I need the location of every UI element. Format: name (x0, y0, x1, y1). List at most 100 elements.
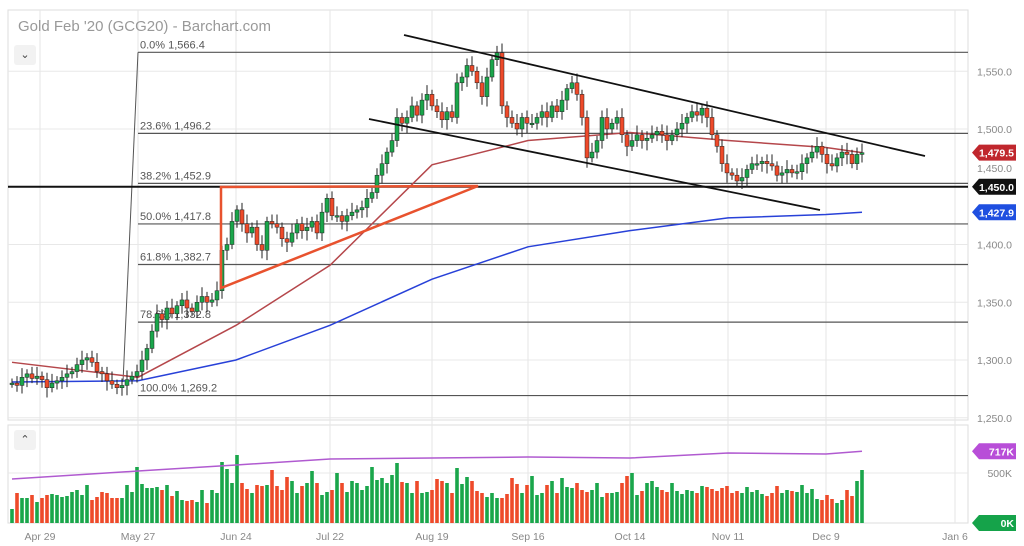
moving-average-red-line (11, 131, 863, 379)
volume-bar (630, 473, 634, 523)
candle-body (149, 330, 155, 349)
chevron-up-icon: ⌃ (20, 434, 30, 446)
candle-body (684, 117, 690, 124)
volume-bar (535, 495, 539, 523)
candle-body (49, 382, 55, 388)
candle-body (64, 373, 70, 378)
volume-bar (310, 471, 314, 523)
chevron-down-icon: ⌄ (20, 49, 30, 61)
volume-bar (620, 483, 624, 523)
candle-body (829, 163, 835, 167)
candle-body (659, 131, 665, 136)
candle-body (174, 305, 180, 315)
volume-bar (435, 479, 439, 523)
volume-bar (480, 493, 484, 523)
candle-body (29, 373, 35, 379)
candle-body (784, 169, 790, 174)
price-tick-label: 1,500.0 (977, 124, 1012, 136)
volume-bar (350, 481, 354, 523)
candle-body (199, 296, 205, 303)
candle-body (664, 134, 670, 141)
volume-bar (80, 495, 84, 523)
volume-bar (180, 500, 184, 523)
candle-body (634, 134, 640, 141)
candle-body (539, 111, 545, 118)
candle-body (39, 375, 45, 380)
volume-bar (20, 498, 24, 523)
candle-body (429, 94, 435, 107)
candle-body (244, 223, 250, 234)
volume-bar (340, 483, 344, 523)
candle-body (399, 117, 405, 124)
candle-body (519, 117, 525, 130)
volume-bar (90, 500, 94, 523)
candle-body (514, 122, 520, 130)
volume-bar (450, 493, 454, 523)
candle-body (754, 163, 760, 166)
volume-tag: 717K (972, 443, 1016, 460)
candle-body (849, 154, 855, 164)
candle-body (74, 364, 80, 372)
volume-bar (855, 481, 859, 523)
volume-bar (595, 483, 599, 523)
volume-bar (30, 495, 34, 523)
candle-body (744, 169, 750, 178)
volume-bar (785, 490, 789, 523)
volume-bar (545, 485, 549, 523)
candle-body (154, 313, 160, 332)
candle-body (819, 146, 825, 155)
candle-body (774, 165, 780, 176)
volume-bar (825, 495, 829, 523)
candle-body (239, 209, 245, 224)
volume-bar (625, 476, 629, 523)
volume-bar (470, 481, 474, 523)
volume-bar (115, 498, 119, 523)
candle-body (294, 223, 300, 234)
candle-body (604, 117, 610, 130)
volume-bar (35, 502, 39, 523)
volume-bar (355, 483, 359, 523)
volume-bar (525, 485, 529, 523)
volume-bar (440, 481, 444, 523)
candle-body (609, 122, 615, 130)
volume-bar (100, 492, 104, 523)
candle-body (449, 111, 455, 118)
volume-bar (220, 462, 224, 523)
x-tick-label: Jun 24 (220, 531, 252, 543)
candle-body (334, 215, 340, 218)
volume-average-line (11, 450, 863, 480)
volume-bar (365, 486, 369, 523)
candle-body (534, 117, 540, 124)
volume-bar (190, 500, 194, 523)
candle-body (119, 385, 125, 388)
collapse-price-button[interactable]: ⌄ (14, 45, 36, 65)
volume-bar (175, 491, 179, 523)
volume-bar (670, 483, 674, 523)
candle-body (464, 65, 470, 78)
volume-bar (745, 487, 749, 523)
volume-bar (575, 483, 579, 523)
volume-bar (830, 499, 834, 523)
candle-body (374, 174, 380, 193)
candle-body (839, 151, 845, 159)
candle-body (299, 223, 305, 231)
candle-body (804, 157, 810, 164)
candle-body (679, 122, 685, 130)
volume-bar (485, 497, 489, 523)
candle-body (384, 151, 390, 164)
volume-bar (860, 470, 864, 523)
candle-body (269, 221, 275, 224)
candle-body (484, 76, 490, 97)
candle-body (249, 226, 255, 234)
candle-body (584, 117, 590, 159)
volume-bar (610, 493, 614, 523)
volume-bar (765, 496, 769, 523)
collapse-volume-button[interactable]: ⌃ (14, 430, 36, 450)
candle-body (99, 371, 105, 375)
volume-bar (10, 509, 14, 523)
volume-bar (460, 484, 464, 523)
volume-bar (490, 493, 494, 523)
candle-body (639, 134, 645, 141)
